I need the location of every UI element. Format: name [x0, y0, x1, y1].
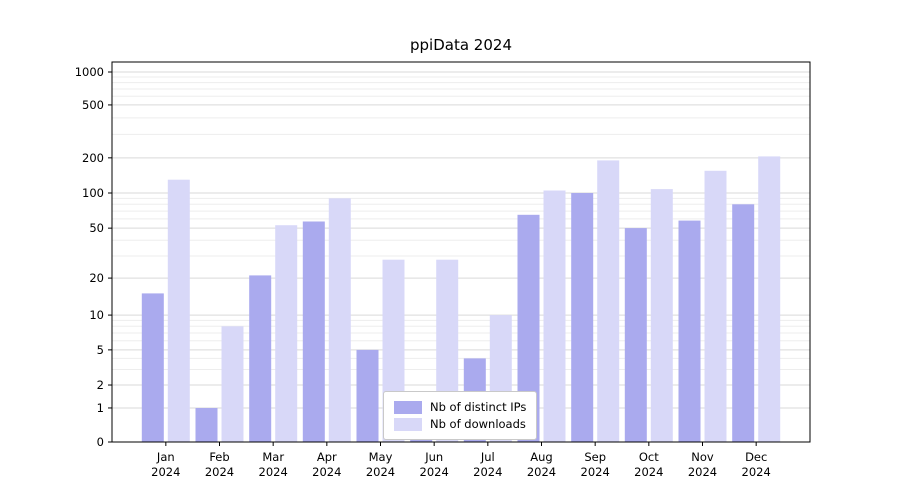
x-tick-label-month: Jun — [424, 450, 443, 464]
legend-swatch-downloads — [394, 417, 422, 431]
bar-nb-of-distinct-ips-dec — [732, 204, 755, 442]
x-tick-label-month: Apr — [317, 450, 337, 464]
bar-nb-of-distinct-ips-may — [356, 349, 379, 442]
y-tick-label: 0 — [97, 435, 104, 449]
legend-label-ips: Nb of distinct IPs — [430, 400, 527, 414]
y-tick-label: 2 — [97, 378, 104, 392]
x-tick-label-month: Oct — [639, 450, 659, 464]
x-tick-label-year: 2024 — [581, 465, 610, 479]
x-tick-label-year: 2024 — [420, 465, 449, 479]
bar-nb-of-distinct-ips-nov — [678, 220, 701, 442]
bar-nb-of-distinct-ips-feb — [195, 408, 218, 442]
bar-nb-of-distinct-ips-sep — [571, 193, 594, 442]
x-tick-label-year: 2024 — [742, 465, 771, 479]
x-tick-label-year: 2024 — [688, 465, 717, 479]
y-tick-label: 10 — [89, 308, 104, 322]
bar-nb-of-downloads-nov — [704, 170, 727, 443]
x-tick-label-month: Nov — [691, 450, 714, 464]
y-tick-label: 5 — [97, 343, 104, 357]
x-tick-label-year: 2024 — [205, 465, 234, 479]
axes-spines — [111, 61, 811, 443]
x-tick-label-year: 2024 — [527, 465, 556, 479]
x-tick-label-month: May — [369, 450, 393, 464]
y-tick-label: 100 — [82, 186, 104, 200]
bar-nb-of-downloads-oct — [650, 189, 673, 442]
legend-label-downloads: Nb of downloads — [430, 417, 526, 431]
y-tick-label: 50 — [89, 221, 104, 235]
bar-nb-of-distinct-ips-mar — [249, 275, 272, 442]
bar-nb-of-distinct-ips-jan — [141, 293, 164, 442]
bar-nb-of-distinct-ips-aug — [517, 214, 540, 442]
bar-nb-of-downloads-feb — [221, 326, 244, 442]
chart-title: ppiData 2024 — [410, 36, 512, 54]
bar-nb-of-downloads-sep — [597, 160, 620, 442]
x-tick-label-month: Feb — [209, 450, 229, 464]
y-tick-label: 200 — [82, 151, 104, 165]
y-tick-label: 1000 — [75, 65, 104, 79]
x-tick-label-month: Sep — [584, 450, 606, 464]
bar-nb-of-downloads-dec — [758, 156, 781, 442]
legend-entry-distinct-ips: Nb of distinct IPs — [394, 400, 526, 414]
bar-nb-of-downloads-aug — [543, 190, 566, 442]
x-tick-label-month: Dec — [745, 450, 767, 464]
y-tick-label: 1 — [97, 401, 104, 415]
x-tick-label-year: 2024 — [259, 465, 288, 479]
bar-nb-of-downloads-mar — [275, 225, 298, 442]
x-tick-label-month: Mar — [262, 450, 284, 464]
bar-nb-of-distinct-ips-oct — [624, 228, 647, 442]
x-tick-label-month: Jan — [156, 450, 175, 464]
x-tick-label-year: 2024 — [151, 465, 180, 479]
legend-swatch-ips — [394, 400, 422, 414]
bar-nb-of-downloads-apr — [328, 198, 351, 442]
x-tick-label-month: Jul — [480, 450, 495, 464]
x-tick-label-year: 2024 — [366, 465, 395, 479]
y-tick-label: 500 — [82, 98, 104, 112]
x-tick-label-year: 2024 — [473, 465, 502, 479]
x-tick-label-year: 2024 — [634, 465, 663, 479]
y-tick-label: 20 — [89, 271, 104, 285]
legend-entry-downloads: Nb of downloads — [394, 417, 526, 431]
x-tick-label-month: Aug — [530, 450, 552, 464]
bar-nb-of-distinct-ips-apr — [302, 221, 325, 442]
x-tick-label-year: 2024 — [312, 465, 341, 479]
legend: Nb of distinct IPs Nb of downloads — [383, 391, 538, 440]
bar-nb-of-downloads-jan — [167, 179, 190, 442]
